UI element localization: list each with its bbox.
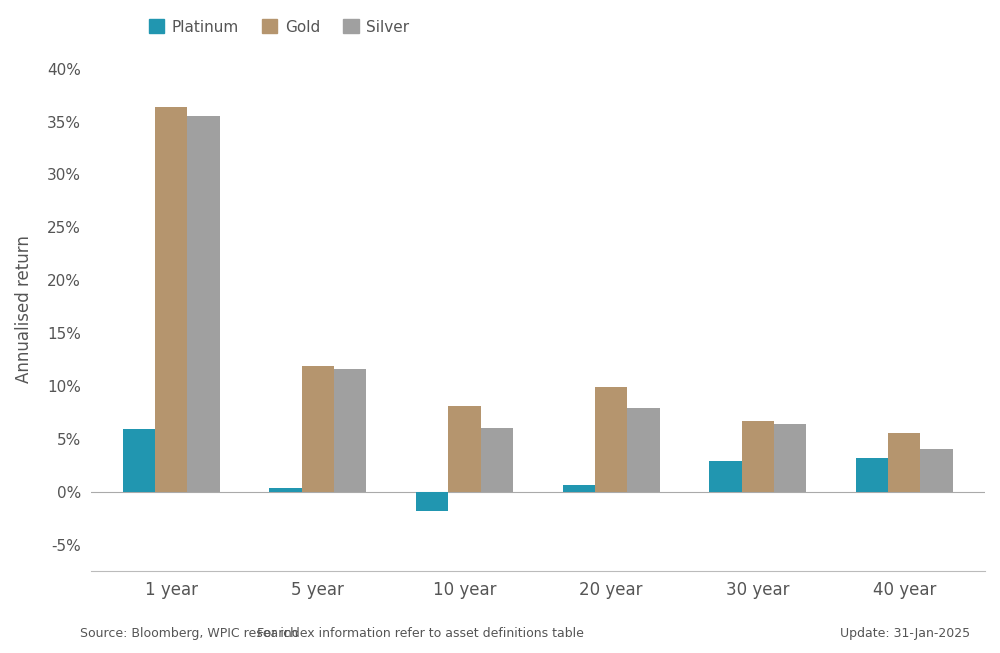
Text: Update: 31-Jan-2025: Update: 31-Jan-2025 xyxy=(840,627,970,640)
Text: For index information refer to asset definitions table: For index information refer to asset def… xyxy=(257,627,583,640)
Bar xyxy=(416,492,448,511)
Bar xyxy=(888,432,920,492)
Y-axis label: Annualised return: Annualised return xyxy=(15,235,33,383)
Bar xyxy=(155,107,187,492)
Bar xyxy=(481,428,513,492)
Bar xyxy=(742,421,774,492)
Bar xyxy=(709,461,742,492)
Bar xyxy=(856,458,888,492)
Bar xyxy=(563,485,595,492)
Bar xyxy=(187,116,220,492)
Bar xyxy=(627,408,660,492)
Bar xyxy=(595,387,627,492)
Bar xyxy=(774,424,806,492)
Bar xyxy=(302,366,334,492)
Bar xyxy=(334,369,366,492)
Bar xyxy=(269,488,302,492)
Bar xyxy=(448,406,481,492)
Bar xyxy=(920,449,953,492)
Text: Source: Bloomberg, WPIC research: Source: Bloomberg, WPIC research xyxy=(80,627,298,640)
Bar xyxy=(123,430,155,492)
Legend: Platinum, Gold, Silver: Platinum, Gold, Silver xyxy=(143,13,415,40)
